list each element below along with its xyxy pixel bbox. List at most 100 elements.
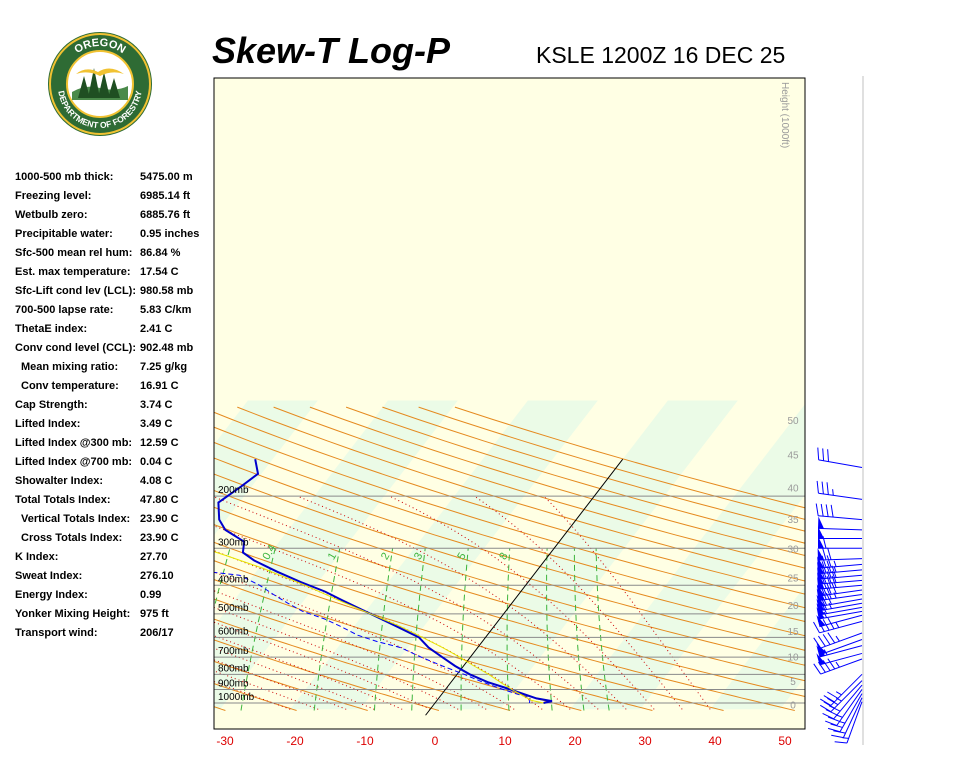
barb-full-flag	[827, 716, 840, 722]
barb-staff	[818, 610, 863, 620]
pressure-label: 900mb	[218, 678, 249, 689]
index-label: Cap Strength:	[15, 399, 88, 411]
barb-full-flag	[813, 637, 822, 649]
barb-full-flag	[821, 481, 824, 494]
barb-staff	[818, 569, 863, 575]
index-value: 23.90 C	[140, 532, 179, 544]
barb-staff	[818, 563, 863, 569]
index-value: 86.84 %	[140, 247, 181, 259]
dry-adiabat	[214, 489, 805, 666]
moist-adiabat	[214, 659, 347, 710]
dry-adiabat	[214, 706, 226, 711]
barb-staff	[818, 527, 863, 531]
dry-adiabat	[309, 406, 805, 557]
index-value: 6985.14 ft	[140, 190, 191, 202]
index-label: Total Totals Index:	[15, 494, 111, 506]
pressure-label: 300mb	[218, 537, 249, 548]
index-value: 47.80 C	[140, 494, 179, 506]
isotherm-band	[780, 677, 805, 710]
dry-adiabat	[214, 441, 805, 623]
barb-full-flag	[826, 587, 832, 600]
sounding-traces	[214, 459, 553, 704]
barb-staff	[830, 673, 863, 706]
index-label: Conv temperature:	[21, 380, 119, 392]
barb-staff	[818, 584, 863, 590]
barb-staff	[818, 602, 863, 612]
isotherm-band	[0, 401, 38, 710]
wind-barb	[822, 684, 863, 720]
index-label: Energy Index:	[15, 589, 88, 601]
barb-full-flag	[822, 660, 831, 671]
barb-half-flag	[842, 737, 849, 739]
isotherm-band	[0, 401, 178, 710]
barb-staff	[818, 574, 863, 580]
height-tick-label: 25	[787, 573, 799, 584]
dry-adiabat	[214, 411, 805, 595]
logo-gold-ring	[49, 33, 151, 135]
dry-adiabat	[382, 406, 805, 532]
height-tick-label: 40	[787, 483, 799, 494]
temperature-tick-label: 40	[708, 734, 722, 748]
dry-adiabat	[0, 407, 154, 710]
dewpoint-trace	[214, 571, 531, 704]
barb-full-flag	[827, 547, 832, 560]
mixing-ratio-label: 5	[455, 551, 468, 562]
mixing-ratio-line	[142, 548, 187, 710]
wind-barb	[820, 680, 863, 713]
barb-staff	[842, 697, 863, 738]
barb-pennant	[818, 526, 824, 539]
index-value: 3.74 C	[140, 399, 173, 411]
barb-full-flag	[818, 635, 826, 647]
mixing-ratio-label: 2	[379, 551, 392, 562]
mixing-ratio-line	[214, 548, 231, 611]
barb-staff	[846, 701, 863, 744]
oregon-forestry-logo: OREGON DEPARTMENT OF FORESTRY	[48, 32, 152, 136]
barb-staff	[819, 645, 863, 658]
mixing-ratio-label: 3	[412, 551, 425, 562]
index-label: Precipitable water:	[15, 228, 113, 240]
isotherm-band	[0, 401, 108, 710]
moist-adiabat	[297, 495, 627, 710]
barb-staff	[820, 658, 863, 675]
pressure-label: 200mb	[218, 485, 249, 496]
index-value: 0.99	[140, 589, 162, 601]
height-tick-label: 50	[787, 416, 799, 427]
index-value: 17.54 C	[140, 266, 179, 278]
barb-full-flag	[820, 698, 832, 706]
wind-barb	[834, 701, 863, 744]
logo-inner-circle	[66, 50, 134, 118]
temperature-trace	[217, 459, 553, 704]
barb-full-flag	[815, 503, 819, 516]
isotherm-band	[850, 401, 960, 710]
isotherm-band	[710, 586, 805, 710]
barb-pennant	[816, 653, 826, 665]
isotherm-band	[214, 400, 248, 445]
pressure-label: 1000mb	[218, 692, 255, 703]
barb-half-flag	[833, 566, 837, 573]
logo-top-text: OREGON	[72, 37, 127, 56]
wind-barb	[817, 547, 863, 561]
pressure-label: 600mb	[218, 626, 249, 637]
chart-labels: 200mb 300mb 400mb 500mb 600mb 700mb 800mb 900mb…	[216, 82, 799, 748]
barb-half-flag	[832, 489, 834, 496]
barb-staff	[818, 492, 863, 500]
wind-barb	[816, 652, 863, 666]
barb-full-flag	[821, 583, 827, 596]
barb-full-flag	[827, 697, 839, 706]
index-label: Transport wind:	[15, 627, 98, 639]
barb-staff	[839, 693, 863, 733]
index-label: Lifted Index @300 mb:	[15, 437, 133, 449]
barb-half-flag	[835, 661, 840, 668]
index-value: 902.48 mb	[140, 342, 194, 354]
isotherm-band	[220, 400, 528, 710]
barb-full-flag	[813, 663, 822, 675]
barb-full-flag	[823, 701, 835, 709]
dry-adiabat	[214, 426, 805, 609]
barb-full-flag	[822, 634, 831, 645]
index-value: 3.49 C	[140, 418, 173, 430]
barb-staff	[819, 652, 863, 666]
barb-staff	[818, 589, 863, 597]
wind-barb	[815, 503, 863, 521]
barb-full-flag	[827, 727, 841, 733]
barb-staff	[820, 632, 863, 649]
